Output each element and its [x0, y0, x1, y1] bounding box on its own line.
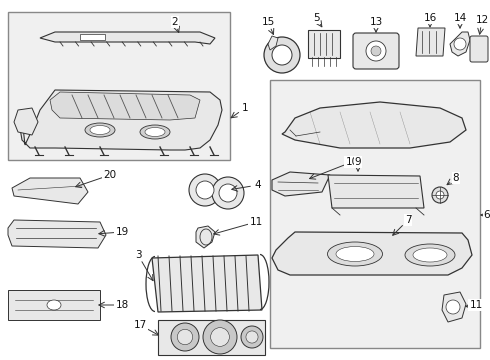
Circle shape	[203, 320, 237, 354]
Circle shape	[171, 323, 199, 351]
Ellipse shape	[405, 244, 455, 266]
Circle shape	[177, 329, 193, 345]
Polygon shape	[272, 172, 330, 196]
Text: 19: 19	[115, 227, 129, 237]
Polygon shape	[152, 255, 262, 312]
Polygon shape	[40, 32, 215, 44]
Text: 6: 6	[484, 210, 490, 220]
Text: 3: 3	[135, 250, 141, 260]
Polygon shape	[8, 290, 100, 320]
Circle shape	[246, 331, 258, 343]
Polygon shape	[442, 292, 466, 322]
Circle shape	[212, 177, 244, 209]
Text: 9: 9	[355, 157, 361, 167]
Text: 8: 8	[453, 173, 459, 183]
Text: 20: 20	[103, 170, 117, 180]
Circle shape	[196, 181, 214, 199]
Polygon shape	[450, 32, 470, 56]
Polygon shape	[282, 102, 466, 148]
Ellipse shape	[145, 127, 165, 136]
Text: 10: 10	[345, 157, 359, 167]
Text: 12: 12	[475, 15, 489, 25]
Text: 5: 5	[313, 13, 319, 23]
Text: 4: 4	[255, 180, 261, 190]
Circle shape	[264, 37, 300, 73]
Bar	[80, 34, 105, 40]
Ellipse shape	[336, 247, 374, 261]
Polygon shape	[20, 90, 222, 150]
Circle shape	[432, 187, 448, 203]
Polygon shape	[8, 220, 106, 248]
Polygon shape	[12, 178, 88, 204]
Polygon shape	[196, 226, 215, 248]
Ellipse shape	[85, 123, 115, 137]
Circle shape	[366, 41, 386, 61]
FancyBboxPatch shape	[470, 36, 488, 62]
Text: 18: 18	[115, 300, 129, 310]
Polygon shape	[14, 108, 38, 135]
Polygon shape	[50, 92, 200, 120]
Text: 17: 17	[133, 320, 147, 330]
Polygon shape	[272, 232, 472, 275]
Circle shape	[371, 46, 381, 56]
Polygon shape	[416, 28, 445, 56]
Bar	[8, 12, 230, 160]
Text: 11: 11	[249, 217, 263, 227]
Text: 13: 13	[369, 17, 383, 27]
Circle shape	[211, 328, 229, 346]
Text: 2: 2	[172, 17, 178, 27]
Ellipse shape	[47, 300, 61, 310]
Circle shape	[272, 45, 292, 65]
Text: 15: 15	[261, 17, 274, 27]
Text: 11: 11	[469, 300, 483, 310]
Text: 7: 7	[405, 215, 411, 225]
Polygon shape	[308, 30, 340, 58]
Ellipse shape	[413, 248, 447, 262]
Ellipse shape	[140, 125, 170, 139]
FancyBboxPatch shape	[353, 33, 399, 69]
Text: 1: 1	[242, 103, 248, 113]
Ellipse shape	[327, 242, 383, 266]
Circle shape	[436, 191, 444, 199]
Circle shape	[446, 300, 460, 314]
Bar	[270, 80, 480, 348]
Ellipse shape	[90, 126, 110, 135]
Circle shape	[219, 184, 237, 202]
Circle shape	[241, 326, 263, 348]
Text: 14: 14	[453, 13, 466, 23]
Circle shape	[454, 38, 466, 50]
Circle shape	[189, 174, 221, 206]
Polygon shape	[328, 175, 424, 208]
Polygon shape	[158, 320, 265, 355]
Text: 16: 16	[423, 13, 437, 23]
Polygon shape	[268, 36, 278, 50]
